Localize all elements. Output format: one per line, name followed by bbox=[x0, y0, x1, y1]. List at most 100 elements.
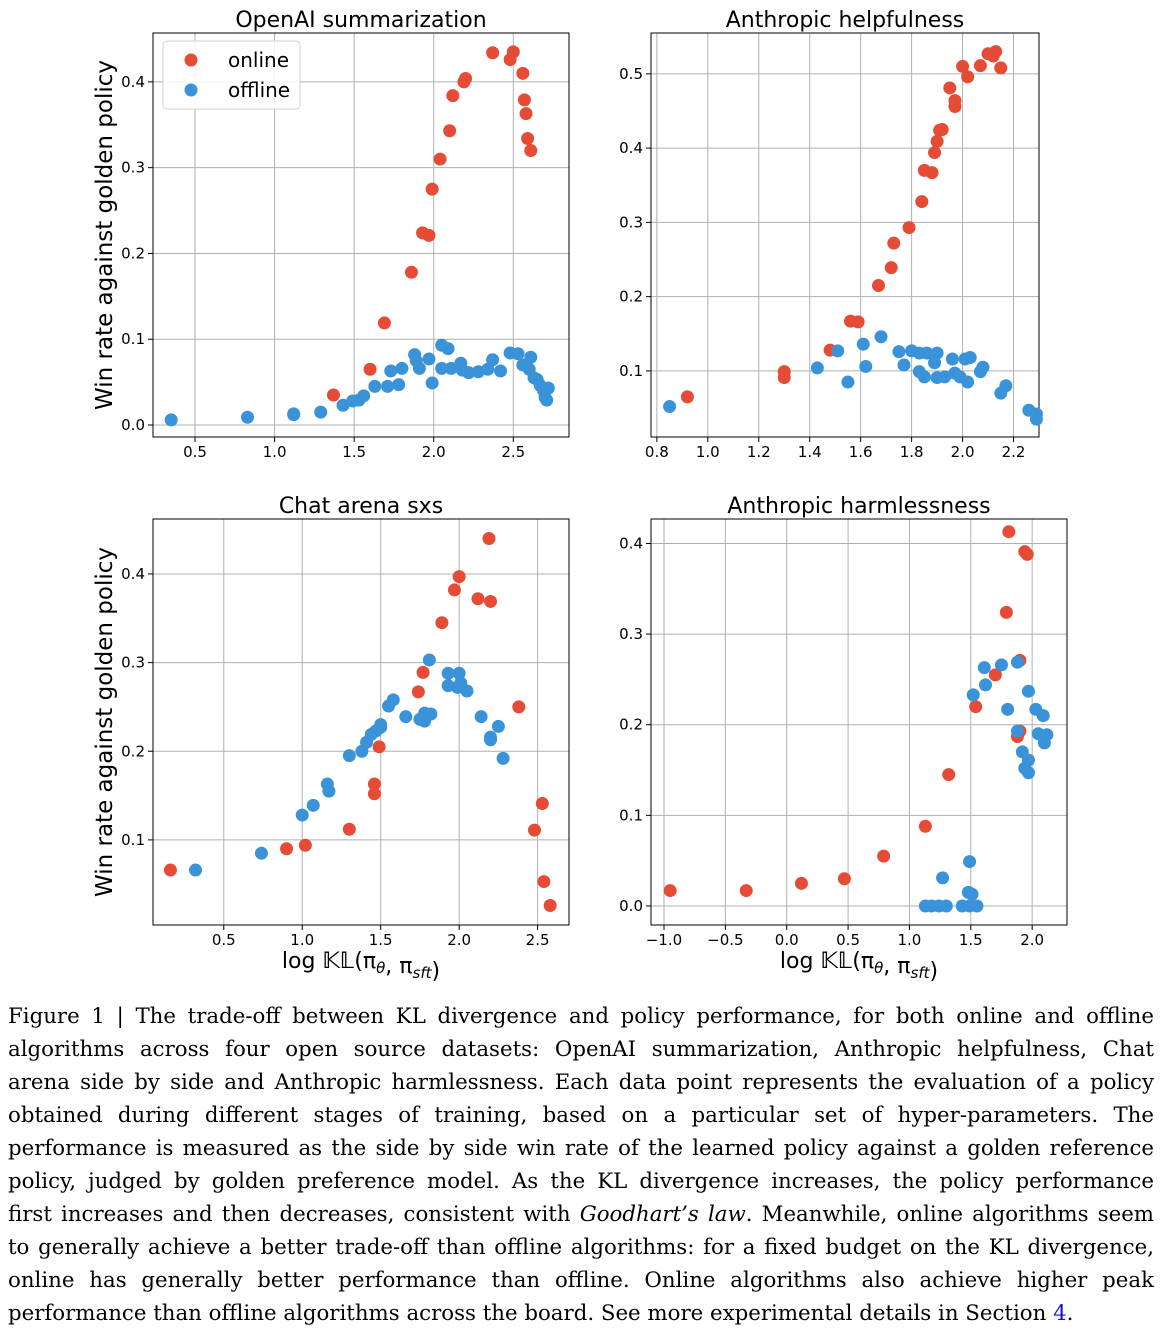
offline-point bbox=[374, 718, 388, 732]
x-tick-label: 2.0 bbox=[1020, 931, 1044, 949]
offline-point bbox=[384, 364, 398, 378]
online-point bbox=[543, 898, 557, 912]
online-point bbox=[519, 107, 533, 121]
chart-title: Anthropic helpfulness bbox=[726, 8, 965, 33]
offline-point bbox=[892, 345, 906, 359]
online-point bbox=[163, 863, 177, 877]
y-axis-label: Win rate against golden policy bbox=[92, 60, 118, 410]
legend-online-label: online bbox=[228, 48, 289, 72]
online-point bbox=[447, 583, 461, 597]
x-tick-label: 2.0 bbox=[422, 443, 446, 461]
offline-point bbox=[979, 678, 993, 692]
offline-point bbox=[444, 361, 458, 375]
y-tick-label: 0.0 bbox=[121, 416, 145, 434]
online-point bbox=[999, 605, 1013, 619]
offline-point bbox=[1021, 753, 1035, 767]
offline-point bbox=[897, 358, 911, 372]
y-tick-label: 0.2 bbox=[619, 716, 643, 734]
offline-point bbox=[970, 899, 984, 913]
online-point bbox=[342, 822, 356, 836]
online-point bbox=[377, 316, 391, 330]
offline-point bbox=[945, 352, 959, 366]
online-point bbox=[537, 875, 551, 889]
x-tick-label: 0.5 bbox=[212, 931, 236, 949]
offline-point bbox=[424, 707, 438, 721]
offline-point bbox=[917, 370, 931, 384]
online-point bbox=[777, 371, 791, 385]
caption-line: obtained during different stages of trai… bbox=[8, 1099, 1154, 1132]
y-axis-label: Win rate against golden policy bbox=[92, 547, 118, 897]
caption-line: performance than offline algorithms acro… bbox=[8, 1297, 1154, 1330]
online-point bbox=[663, 884, 677, 898]
offline-point bbox=[961, 375, 975, 389]
caption-text: first increases and then decreases, cons… bbox=[8, 1202, 580, 1227]
y-tick-label: 0.1 bbox=[619, 362, 643, 380]
legend-online-marker bbox=[184, 53, 198, 67]
online-point bbox=[739, 884, 753, 898]
offline-point bbox=[936, 871, 950, 885]
online-point bbox=[517, 93, 531, 107]
x-tick-label: 1.8 bbox=[900, 443, 924, 461]
online-point bbox=[969, 700, 983, 714]
y-tick-label: 0.1 bbox=[121, 330, 145, 348]
x-tick-label: 2.0 bbox=[447, 931, 471, 949]
online-point bbox=[680, 390, 694, 404]
online-point bbox=[326, 388, 340, 402]
section-link[interactable]: 4 bbox=[1053, 1301, 1067, 1326]
caption-text: algorithms across four open source datas… bbox=[8, 1037, 1154, 1062]
online-point bbox=[527, 823, 541, 837]
online-point bbox=[471, 592, 485, 606]
online-point bbox=[961, 70, 975, 84]
offline-point bbox=[1029, 412, 1043, 426]
offline-point bbox=[524, 350, 538, 364]
offline-point bbox=[966, 688, 980, 702]
offline-point bbox=[1021, 766, 1035, 780]
offline-point bbox=[663, 400, 677, 414]
axes-frame bbox=[650, 32, 1040, 438]
y-tick-label: 0.1 bbox=[121, 831, 145, 849]
caption-text: . bbox=[1066, 1301, 1074, 1326]
offline-point bbox=[392, 378, 406, 392]
offline-point bbox=[963, 855, 977, 869]
offline-point bbox=[241, 410, 255, 424]
x-tick-label: 1.4 bbox=[798, 443, 822, 461]
offline-point bbox=[368, 379, 382, 393]
online-point bbox=[943, 81, 957, 95]
x-tick-label: −1.0 bbox=[646, 931, 682, 949]
y-tick-label: 0.4 bbox=[619, 139, 643, 157]
online-point bbox=[367, 777, 381, 791]
online-point bbox=[948, 100, 962, 114]
offline-point bbox=[322, 784, 336, 798]
legend-box bbox=[162, 40, 301, 110]
online-point bbox=[837, 872, 851, 886]
online-point bbox=[794, 876, 808, 890]
x-axis-label: log 𝕂𝕃(πθ, πsft) bbox=[282, 949, 440, 984]
offline-point bbox=[425, 376, 439, 390]
online-point bbox=[452, 570, 466, 584]
online-point bbox=[367, 787, 381, 801]
offline-point bbox=[386, 693, 400, 707]
online-point bbox=[280, 842, 294, 856]
offline-point bbox=[395, 361, 409, 375]
online-point bbox=[363, 362, 377, 376]
offline-point bbox=[541, 381, 555, 395]
chart-panel-4: −1.0 −0.5 0.0 0.5 1.0 1.5 2.0 0.0 0.1 0.2 0.3 0.4 An… bbox=[619, 494, 1068, 984]
online-point bbox=[416, 665, 430, 679]
offline-point bbox=[422, 352, 436, 366]
offline-point bbox=[452, 666, 466, 680]
caption-line: Figure 1 | The trade-off between KL dive… bbox=[8, 1000, 1154, 1033]
x-axis-label: log 𝕂𝕃(πθ, πsft) bbox=[780, 949, 938, 984]
online-point bbox=[930, 134, 944, 148]
online-point bbox=[877, 849, 891, 863]
offline-point bbox=[381, 379, 395, 393]
axes-frame bbox=[650, 518, 1068, 926]
offline-point bbox=[441, 666, 455, 680]
y-tick-label: 0.4 bbox=[121, 565, 145, 583]
offline-point bbox=[999, 379, 1013, 393]
x-tick-label: 1.5 bbox=[369, 931, 393, 949]
offline-point bbox=[928, 356, 942, 370]
offline-point bbox=[399, 710, 413, 724]
caption-text: performance is measured as the side by s… bbox=[8, 1136, 1154, 1161]
online-point bbox=[446, 89, 460, 103]
offline-point bbox=[164, 413, 178, 427]
